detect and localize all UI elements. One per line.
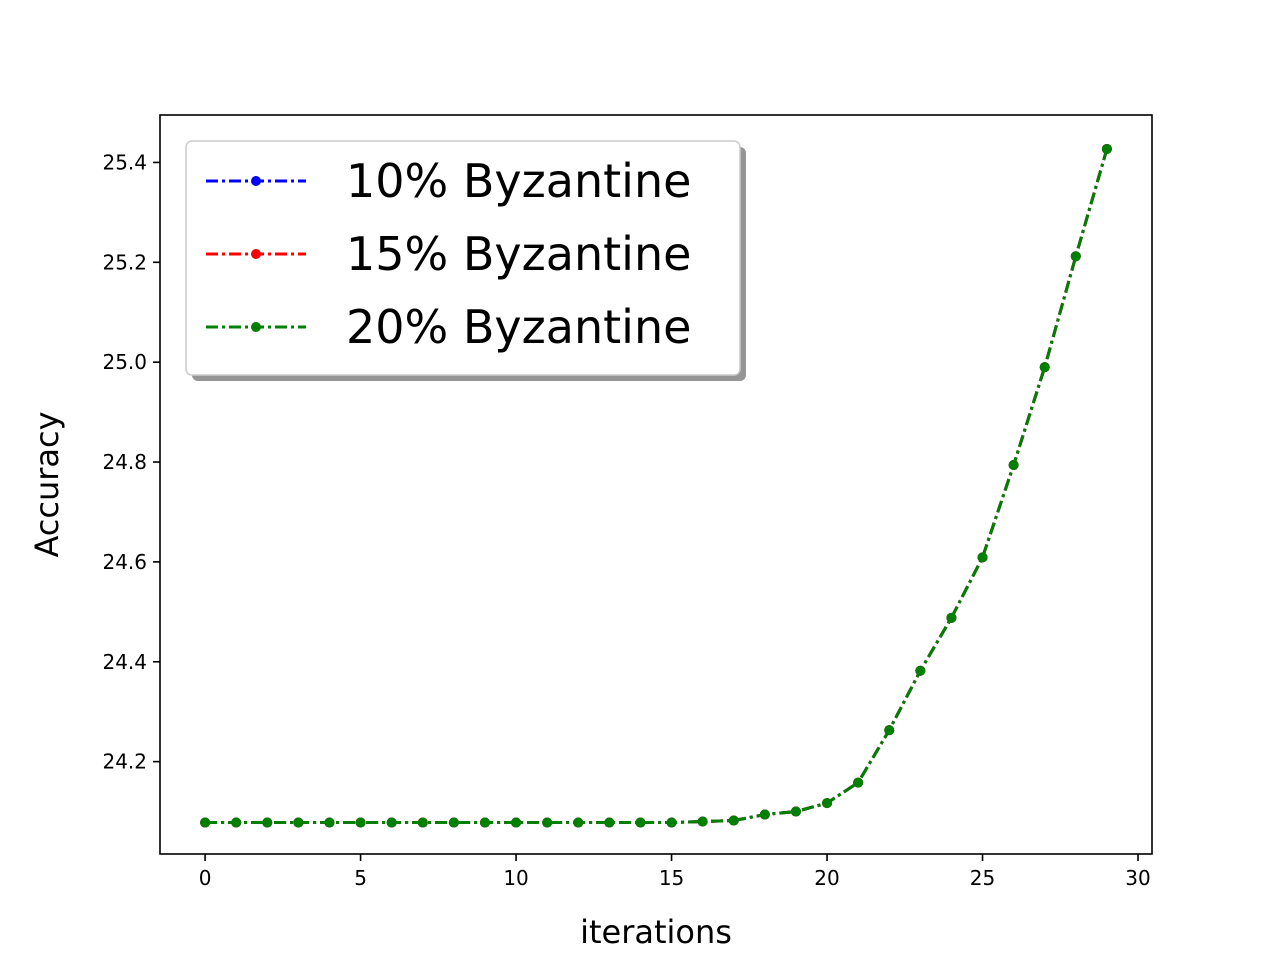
data-point bbox=[977, 552, 988, 563]
y-axis-label: Accuracy bbox=[28, 411, 66, 557]
data-point bbox=[479, 817, 490, 828]
data-point bbox=[386, 817, 397, 828]
data-point bbox=[666, 817, 677, 828]
series-layer bbox=[200, 143, 1112, 828]
x-tick-label: 10 bbox=[503, 866, 528, 890]
data-point bbox=[324, 817, 335, 828]
data-point bbox=[790, 806, 801, 817]
legend-marker bbox=[251, 176, 261, 186]
data-point bbox=[1101, 143, 1112, 154]
data-point bbox=[697, 816, 708, 827]
y-tick-label: 25.0 bbox=[102, 350, 147, 374]
x-tick-label: 5 bbox=[354, 866, 367, 890]
data-point bbox=[822, 798, 833, 809]
legend-marker bbox=[251, 249, 261, 259]
x-axis-ticks: 0 5 10 15 20 25 30 bbox=[199, 854, 1151, 890]
data-point bbox=[946, 612, 957, 623]
y-tick-label: 24.2 bbox=[102, 750, 147, 774]
data-point bbox=[231, 817, 242, 828]
x-tick-label: 0 bbox=[199, 866, 212, 890]
legend-label: 10% Byzantine bbox=[346, 154, 691, 208]
data-point bbox=[1039, 362, 1050, 373]
x-tick-label: 30 bbox=[1125, 866, 1150, 890]
y-tick-label: 24.8 bbox=[102, 450, 147, 474]
legend-entry: 15% Byzantine bbox=[206, 227, 691, 281]
data-point bbox=[915, 665, 926, 676]
series-line bbox=[205, 148, 1109, 825]
data-point bbox=[573, 817, 584, 828]
data-point bbox=[293, 817, 304, 828]
data-point bbox=[884, 725, 895, 736]
data-point bbox=[1008, 460, 1019, 471]
y-tick-label: 25.2 bbox=[102, 250, 147, 274]
legend-entry: 10% Byzantine bbox=[206, 154, 691, 208]
legend-marker bbox=[251, 322, 261, 332]
plot-frame bbox=[159, 114, 1153, 855]
x-tick-label: 15 bbox=[659, 866, 684, 890]
y-tick-label: 24.6 bbox=[102, 550, 147, 574]
y-axis-ticks: 24.2 24.4 24.6 24.8 25.0 25.2 25.4 bbox=[102, 150, 160, 774]
data-point bbox=[511, 817, 522, 828]
y-tick-label: 24.4 bbox=[102, 650, 147, 674]
data-point bbox=[355, 817, 366, 828]
x-tick-label: 20 bbox=[814, 866, 839, 890]
x-tick-label: 25 bbox=[970, 866, 995, 890]
data-point bbox=[417, 817, 428, 828]
data-point bbox=[728, 815, 739, 826]
data-point bbox=[604, 817, 615, 828]
legend-label: 20% Byzantine bbox=[346, 300, 691, 354]
data-point bbox=[448, 817, 459, 828]
data-point bbox=[635, 817, 646, 828]
series-3 bbox=[200, 143, 1112, 828]
data-point bbox=[200, 817, 211, 828]
y-tick-label: 25.4 bbox=[102, 150, 147, 174]
data-point bbox=[542, 817, 553, 828]
data-point bbox=[262, 817, 273, 828]
data-point bbox=[759, 809, 770, 820]
data-point bbox=[853, 777, 864, 788]
legend-entry: 20% Byzantine bbox=[206, 300, 691, 354]
legend-label: 15% Byzantine bbox=[346, 227, 691, 281]
legend-box bbox=[185, 140, 741, 376]
x-axis-label: iterations bbox=[580, 913, 732, 951]
data-point bbox=[1070, 251, 1081, 262]
legend: 10% Byzantine 15% Byzantine 20% Byzantine bbox=[185, 140, 746, 381]
